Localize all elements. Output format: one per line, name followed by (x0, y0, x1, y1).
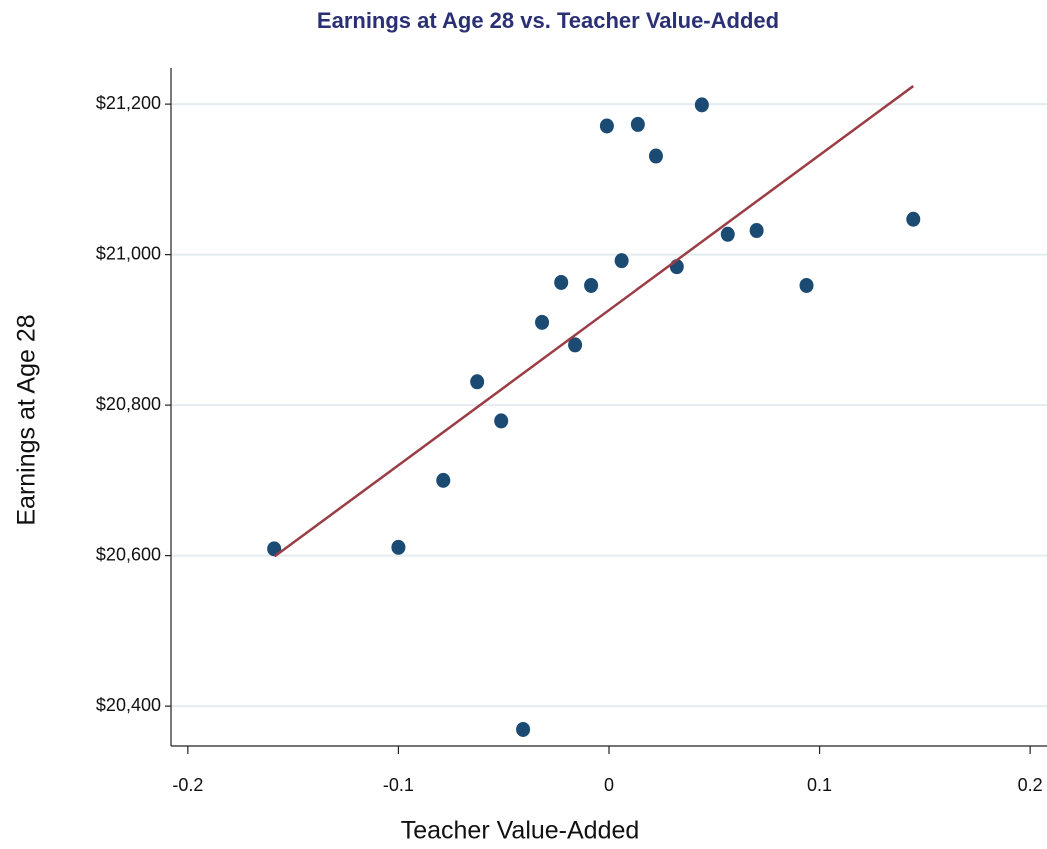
y-tick-label: $20,800 (96, 394, 161, 414)
point (614, 253, 629, 269)
y-tick-label: $21,000 (96, 243, 161, 263)
y-axis-label: Earnings at Age 28 (13, 314, 41, 525)
point (906, 211, 921, 227)
x-axis-label: Teacher Value-Added (401, 817, 640, 845)
x-tick-label: 0.1 (807, 775, 832, 795)
y-tick-label: $20,600 (96, 544, 161, 564)
point (584, 277, 599, 293)
point (749, 223, 764, 239)
x-tick-label: 0 (604, 775, 614, 795)
chart-title: Earnings at Age 28 vs. Teacher Value-Add… (317, 8, 779, 33)
point (516, 721, 531, 737)
x-tick-label: -0.1 (383, 775, 414, 795)
y-tick-label: $21,200 (96, 93, 161, 113)
point (630, 116, 645, 132)
x-tick-label: -0.2 (172, 775, 203, 795)
y-tick-label: $20,400 (96, 695, 161, 715)
point (720, 226, 735, 242)
point (436, 472, 451, 488)
point (470, 374, 485, 390)
point (694, 97, 709, 113)
point (648, 148, 663, 164)
x-tick-label: 0.2 (1018, 775, 1043, 795)
point (494, 413, 509, 429)
point (568, 337, 583, 353)
point (554, 274, 569, 290)
point (799, 277, 814, 293)
point (599, 118, 614, 134)
fit-line (273, 85, 915, 558)
point (535, 314, 550, 330)
point (391, 539, 406, 555)
